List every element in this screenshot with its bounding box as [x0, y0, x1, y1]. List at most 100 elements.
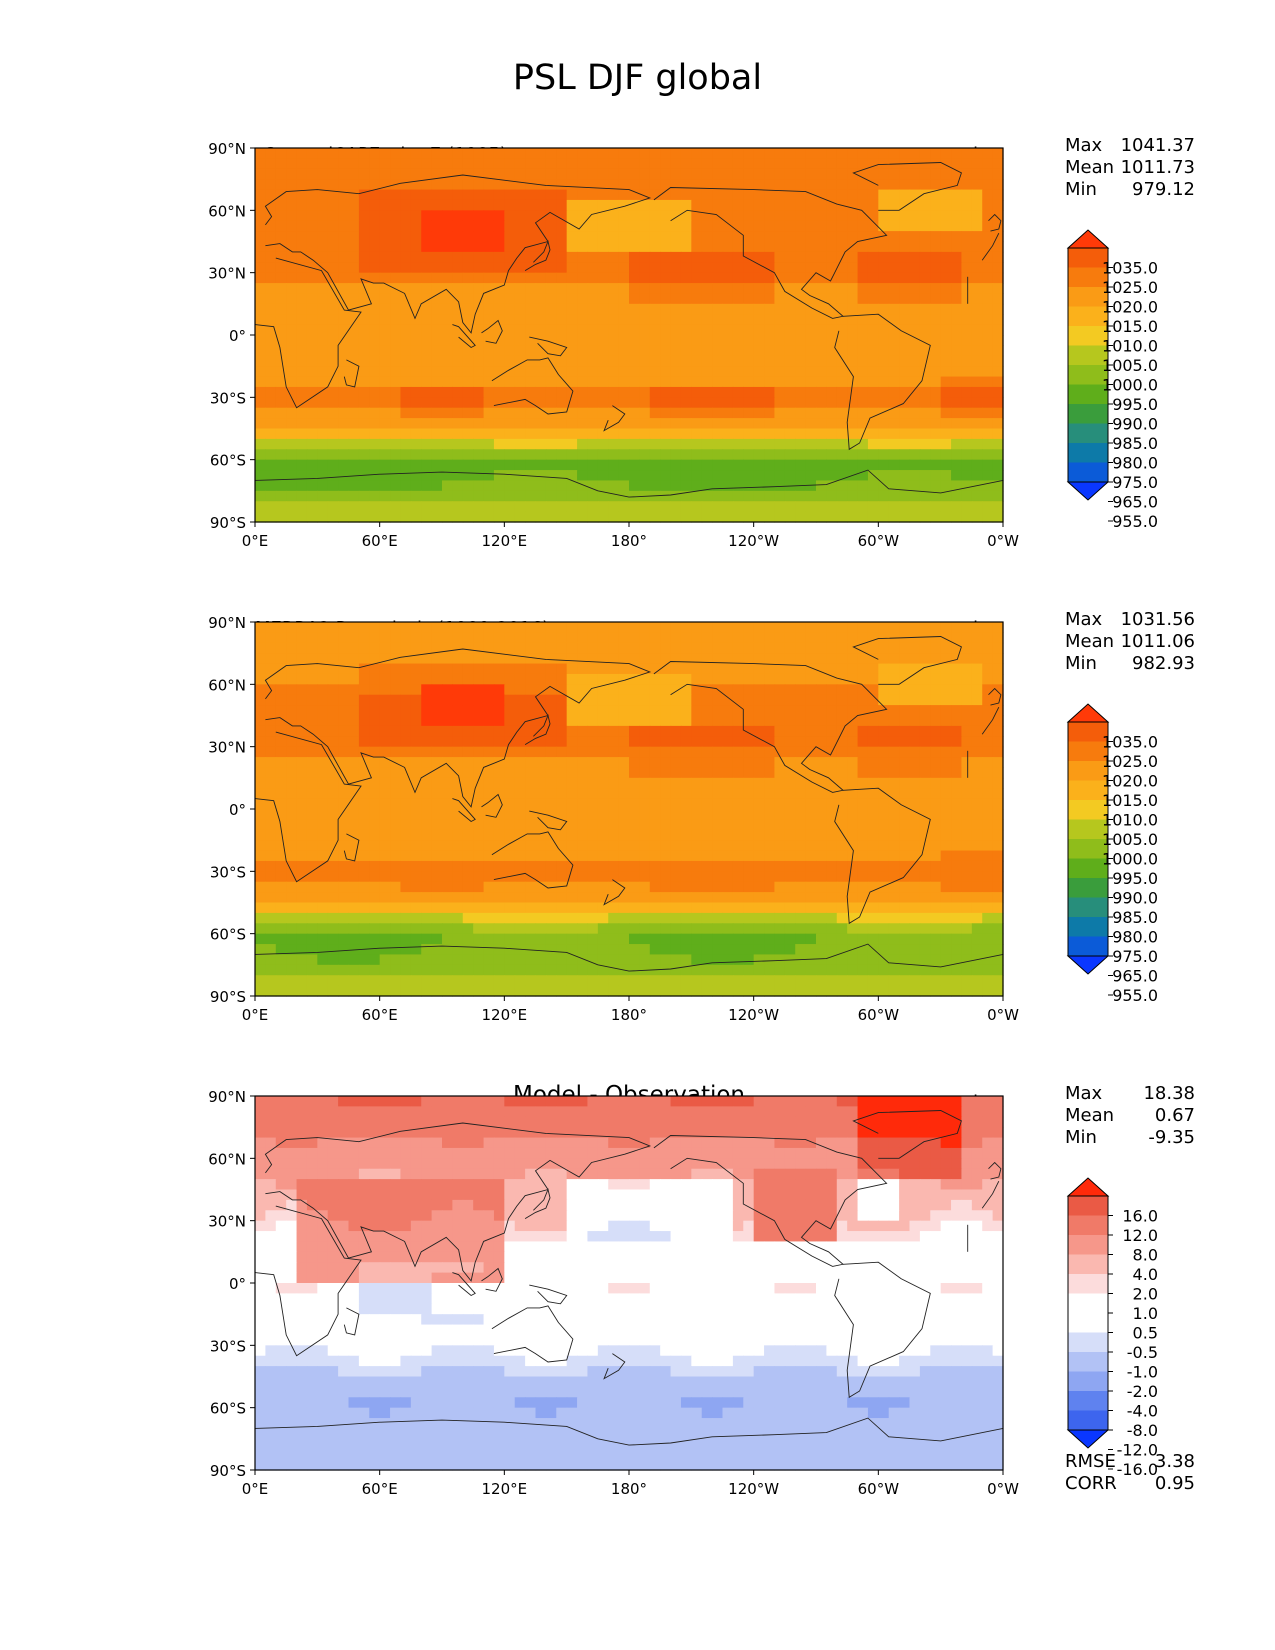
field-cell — [629, 148, 640, 159]
field-cell — [421, 293, 433, 305]
field-cell — [504, 231, 516, 243]
field-cell — [753, 642, 765, 654]
field-cell — [732, 933, 744, 945]
field-cell — [722, 220, 734, 232]
field-cell — [982, 179, 994, 191]
colorbar-swatch — [1068, 345, 1108, 366]
field-cell — [670, 881, 682, 893]
field-cell — [992, 501, 1004, 513]
field-cell — [483, 501, 495, 513]
field-cell — [722, 622, 734, 633]
field-cell — [452, 501, 464, 513]
field-cell — [732, 438, 744, 450]
field-cell — [847, 767, 859, 779]
field-cell — [255, 777, 266, 789]
field-cell — [691, 490, 703, 502]
field-cell — [826, 179, 838, 191]
field-cell — [971, 511, 983, 523]
field-cell — [379, 470, 391, 482]
field-cell — [867, 809, 879, 820]
field-cell — [629, 293, 640, 305]
field-cell — [462, 501, 474, 513]
field-cell — [639, 480, 651, 492]
field-cell — [691, 725, 703, 737]
field-cell — [909, 881, 921, 893]
field-cell — [587, 736, 599, 748]
field-cell — [618, 386, 630, 398]
field-cell — [670, 829, 682, 841]
field-cell — [951, 501, 963, 513]
field-cell — [556, 944, 568, 956]
field-cell — [712, 386, 724, 398]
field-cell — [888, 459, 900, 471]
field-cell — [919, 386, 931, 398]
field-cell — [722, 283, 734, 295]
field-cell — [255, 272, 266, 284]
field-cell — [306, 366, 318, 378]
field-cell — [618, 798, 630, 810]
field-cell — [930, 459, 942, 471]
field-cell — [504, 746, 516, 758]
field-cell — [379, 798, 391, 810]
field-cell — [836, 449, 848, 461]
field-cell — [670, 314, 682, 326]
field-cell — [867, 933, 879, 945]
field-cell — [338, 622, 350, 633]
field-cell — [369, 912, 381, 924]
field-cell — [940, 501, 952, 513]
field-cell — [961, 892, 973, 904]
field-cell — [348, 199, 360, 211]
field-cell — [265, 449, 277, 461]
field-cell — [878, 179, 890, 191]
field-cell — [431, 933, 443, 945]
field-cell — [971, 715, 983, 727]
field-cell — [504, 653, 516, 665]
field-cell — [878, 272, 890, 284]
field-cell — [608, 189, 620, 201]
field-cell — [286, 158, 298, 170]
field-cell — [888, 944, 900, 956]
field-cell — [764, 501, 776, 513]
field-cell — [919, 470, 931, 482]
field-cell — [805, 819, 817, 831]
field-cell — [722, 293, 734, 305]
field-cell — [951, 767, 963, 779]
field-cell — [514, 355, 526, 367]
field-cell — [639, 829, 651, 841]
field-cell — [795, 303, 807, 315]
stat-max-label: Max — [1065, 135, 1103, 156]
field-cell — [504, 283, 516, 295]
field-cell — [753, 850, 765, 862]
field-cell — [816, 840, 827, 852]
field-cell — [930, 386, 942, 398]
field-cell — [753, 944, 765, 956]
field-cell — [577, 736, 589, 748]
field-cell — [826, 314, 838, 326]
field-cell — [265, 376, 277, 388]
field-cell — [899, 220, 911, 232]
field-cell — [847, 673, 859, 685]
field-cell — [327, 335, 339, 346]
field-cell — [732, 407, 744, 419]
colorbar-tick-label: 985.0 — [1112, 434, 1158, 453]
coastlines — [254, 162, 1004, 498]
coastline-antarctica — [254, 469, 1004, 498]
field-cell — [400, 725, 412, 737]
field-cell — [504, 199, 516, 211]
field-cell — [597, 632, 609, 644]
field-cell — [774, 449, 786, 461]
field-cell — [919, 438, 931, 450]
field-cell — [358, 345, 370, 357]
field-cell — [587, 480, 599, 492]
stat-max-value: 1041.37 — [1120, 135, 1195, 156]
field-cell — [306, 324, 318, 336]
field-cell — [296, 850, 308, 862]
field-cell — [493, 345, 505, 357]
field-cell — [982, 366, 994, 378]
field-cell — [888, 663, 900, 675]
field-cell — [732, 490, 744, 502]
field-cell — [899, 788, 911, 800]
field-cell — [847, 809, 859, 820]
field-cell — [306, 912, 318, 924]
field-cell — [899, 642, 911, 654]
